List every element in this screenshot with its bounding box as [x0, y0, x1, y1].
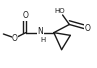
- Text: N: N: [37, 27, 43, 36]
- Text: O: O: [12, 34, 18, 43]
- Text: O: O: [85, 24, 91, 33]
- Text: H: H: [40, 37, 45, 43]
- Text: O: O: [23, 11, 29, 20]
- Text: HO: HO: [54, 8, 65, 14]
